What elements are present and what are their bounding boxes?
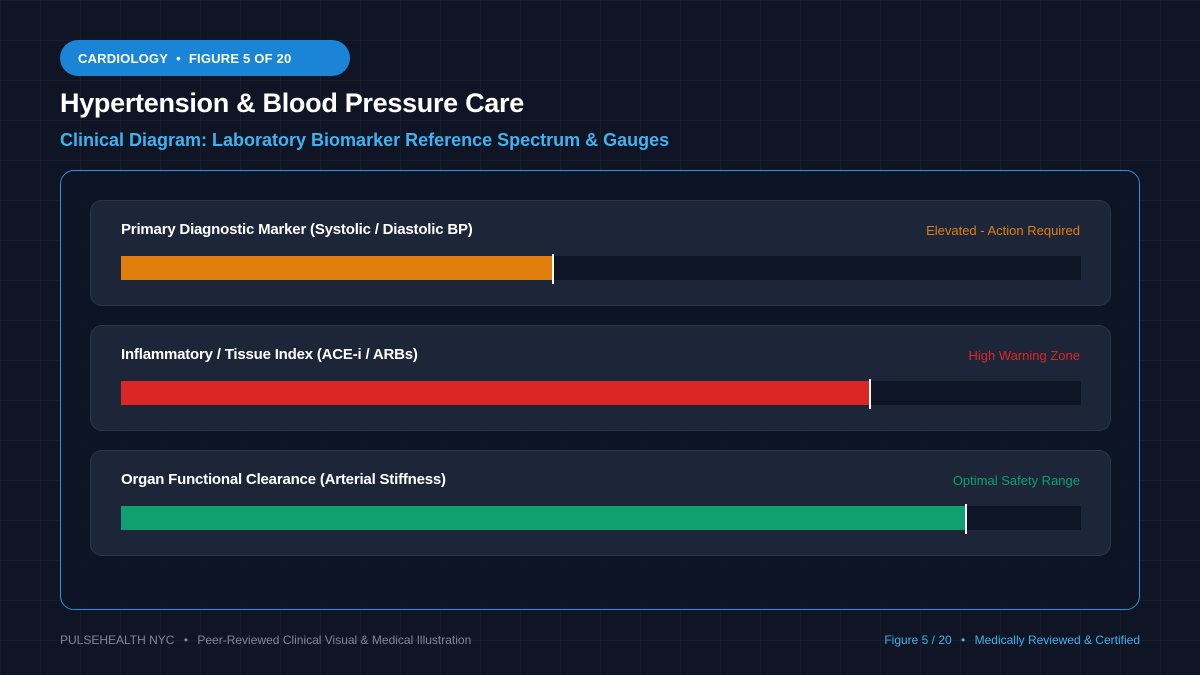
page-title: Hypertension & Blood Pressure Care: [60, 88, 524, 118]
gauge-status: Elevated - Action Required: [926, 223, 1080, 238]
gauge-card-clearance: Organ Functional Clearance (Arterial Sti…: [90, 450, 1111, 556]
footer-figure: Figure 5 / 20: [884, 633, 952, 647]
footer-separator: •: [183, 633, 189, 647]
gauge-label: Primary Diagnostic Marker (Systolic / Di…: [121, 221, 473, 238]
footer-separator: •: [961, 633, 966, 647]
badge-figure: FIGURE 5 OF 20: [188, 50, 292, 66]
footer-figure-line: Figure 5 / 20 • Medically Reviewed & Cer…: [884, 633, 1140, 647]
footer-tagline: Peer-Reviewed Clinical Visual & Medical …: [197, 633, 472, 647]
gauge-fill: [121, 256, 553, 280]
gauge-status: Optimal Safety Range: [952, 473, 1080, 488]
gauge-track: [121, 254, 1081, 284]
footer-certification: Medically Reviewed & Certified: [974, 633, 1140, 647]
gauge-track: [121, 504, 1081, 534]
badge-separator: •: [176, 50, 181, 66]
gauge-fill: [121, 506, 966, 530]
footer-brand-line: PULSEHEALTH NYC • Peer-Reviewed Clinical…: [60, 633, 471, 647]
gauge-status: High Warning Zone: [968, 348, 1080, 363]
gauge-marker: [552, 254, 554, 284]
badge-category: CARDIOLOGY: [78, 50, 169, 66]
gauge-card-primary: Primary Diagnostic Marker (Systolic / Di…: [90, 200, 1111, 306]
footer-brand: PULSEHEALTH NYC: [60, 633, 175, 647]
gauge-marker: [869, 379, 871, 409]
gauge-card-inflammatory: Inflammatory / Tissue Index (ACE-i / ARB…: [90, 325, 1111, 431]
gauge-panel: Primary Diagnostic Marker (Systolic / Di…: [60, 170, 1140, 610]
gauge-fill: [121, 381, 870, 405]
gauge-label: Inflammatory / Tissue Index (ACE-i / ARB…: [121, 346, 418, 363]
category-badge: CARDIOLOGY • FIGURE 5 OF 20: [60, 40, 350, 76]
gauge-label: Organ Functional Clearance (Arterial Sti…: [121, 471, 446, 488]
gauge-marker: [965, 504, 967, 534]
page-subtitle: Clinical Diagram: Laboratory Biomarker R…: [60, 130, 670, 150]
gauge-track: [121, 379, 1081, 409]
